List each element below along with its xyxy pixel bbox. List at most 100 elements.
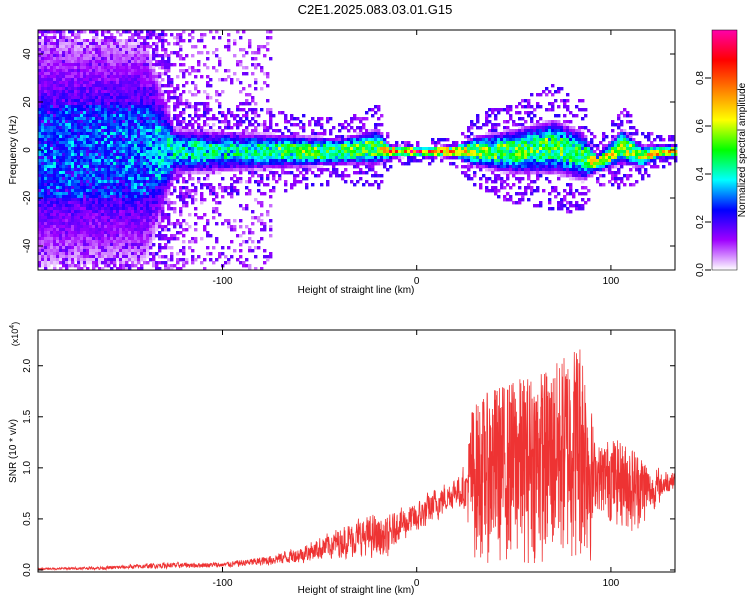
spectrogram-cell (71, 114, 75, 118)
spectrogram-cell (122, 141, 126, 145)
spectrogram-cell (47, 90, 51, 94)
spectrogram-cell (164, 48, 168, 52)
spectrogram-cell (284, 138, 288, 142)
spectrogram-cell (134, 255, 138, 259)
spectrogram-cell (107, 54, 111, 58)
spectrogram-cell (62, 147, 66, 151)
spectrogram-cell (107, 162, 111, 166)
spectrogram-cell (311, 150, 315, 154)
spectrogram-cell (101, 180, 105, 184)
spectrogram-cell (170, 138, 174, 142)
spectrogram-cell (107, 159, 111, 163)
spectrogram-cell (164, 54, 168, 58)
spectrogram-cell (188, 39, 192, 43)
spectrogram-cell (68, 243, 72, 247)
spectrogram-cell (38, 135, 42, 139)
spectrogram-cell (128, 195, 132, 199)
spectrogram-cell (212, 36, 216, 40)
spectrogram-cell (149, 45, 153, 49)
spectrogram-cell (68, 129, 72, 133)
spectrogram-cell (47, 213, 51, 217)
spectrogram-cell (89, 111, 93, 115)
spectrogram-cell (308, 144, 312, 148)
spectrogram-cell (137, 111, 141, 115)
spectrogram-cell (239, 90, 243, 94)
spectrogram-cell (83, 198, 87, 202)
spectrogram-cell (92, 114, 96, 118)
spectrogram-cell (47, 120, 51, 124)
spectrogram-cell (197, 126, 201, 130)
spectrogram-cell (131, 180, 135, 184)
spectrogram-cell (176, 150, 180, 154)
spectrogram-cell (155, 108, 159, 112)
spectrogram-cell (50, 141, 54, 145)
spectrogram-cell (80, 198, 84, 202)
spectrogram-cell (320, 165, 324, 169)
spectrogram-cell (296, 147, 300, 151)
spectrogram-cell (362, 123, 366, 127)
spectrogram-cell (284, 189, 288, 193)
spectrogram-cell (104, 87, 108, 91)
spectrogram-cell (122, 261, 126, 265)
spectrogram-cell (140, 222, 144, 226)
spectrogram-cell (302, 141, 306, 145)
spectrogram-cell (227, 108, 231, 112)
spectrogram-cell (227, 168, 231, 172)
spectrogram-cell (116, 222, 120, 226)
spectrogram-cell (197, 153, 201, 157)
spectrogram-cell (155, 93, 159, 97)
spectrogram-cell (107, 39, 111, 43)
spectrogram-cell (62, 204, 66, 208)
spectrogram-cell (98, 192, 102, 196)
spectrogram-cell (110, 93, 114, 97)
spectrogram-cell (113, 63, 117, 67)
spectrogram-cell (119, 225, 123, 229)
spectrogram-cell (77, 54, 81, 58)
spectrogram-cell (191, 258, 195, 262)
spectrogram-cell (113, 102, 117, 106)
spectrogram-cell (131, 123, 135, 127)
spectrogram-cell (155, 207, 159, 211)
spectrogram-cell (143, 84, 147, 88)
spectrogram-cell (185, 150, 189, 154)
spectrogram-cell (71, 141, 75, 145)
spectrogram-cell (41, 69, 45, 73)
spectrogram-cell (80, 153, 84, 157)
spectrogram-cell (98, 126, 102, 130)
spectrogram-cell (104, 54, 108, 58)
spectrogram-cell (254, 216, 258, 220)
spectrogram-cell (254, 132, 258, 136)
spectrogram-cell (89, 168, 93, 172)
spectrogram-cell (161, 123, 165, 127)
spectrogram-cell (209, 192, 213, 196)
spectrogram-cell (179, 93, 183, 97)
spectrogram-cell (146, 174, 150, 178)
spectrogram-cell (53, 231, 57, 235)
spectrogram-cell (110, 249, 114, 253)
spectrogram-cell (356, 144, 360, 148)
spectrogram-cell (269, 117, 273, 121)
spectrogram-cell (89, 57, 93, 61)
spectrogram-cell (59, 120, 63, 124)
spectrogram-cell (110, 90, 114, 94)
spectrogram-cell (143, 69, 147, 73)
spectrogram-cell (341, 156, 345, 160)
spectrogram-cell (74, 84, 78, 88)
spectrogram-cell (80, 162, 84, 166)
spectrogram-cell (131, 240, 135, 244)
spectrogram-cell (173, 138, 177, 142)
spectrogram-cell (50, 261, 54, 265)
spectrogram-cell (89, 225, 93, 229)
spectrogram-cell (89, 219, 93, 223)
spectrogram-cell (155, 120, 159, 124)
spectrogram-cell (203, 213, 207, 217)
spectrogram-cell (83, 171, 87, 175)
spectrogram-cell (164, 243, 168, 247)
spectrogram-cell (119, 180, 123, 184)
spectrogram-cell (98, 90, 102, 94)
spectrogram-cell (248, 171, 252, 175)
spectrogram-cell (158, 189, 162, 193)
spectrogram-cell (224, 78, 228, 82)
spectrogram-cell (110, 132, 114, 136)
spectrogram-cell (89, 201, 93, 205)
